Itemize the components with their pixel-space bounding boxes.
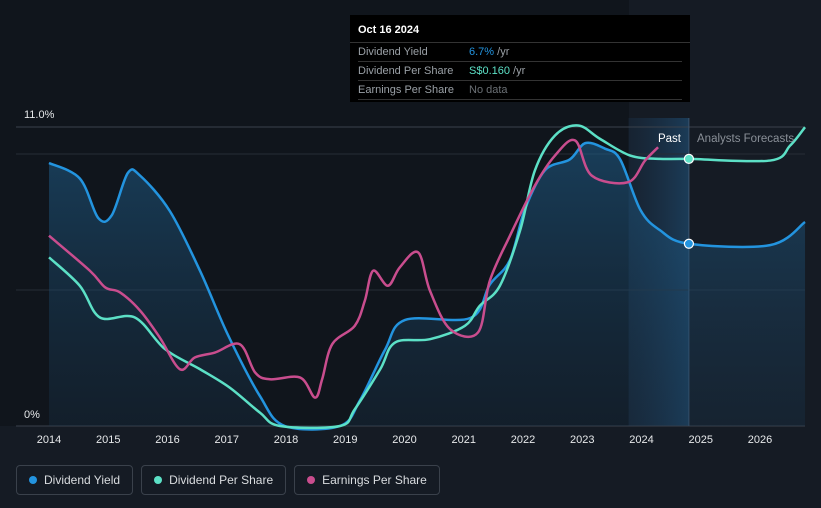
x-tick-label: 2017 xyxy=(215,434,239,446)
tooltip-row: Dividend Yield 6.7% /yr xyxy=(358,43,682,62)
tooltip: Oct 16 2024 Dividend Yield 6.7% /yr Divide… xyxy=(350,15,690,102)
x-tick-label: 2021 xyxy=(452,434,476,446)
x-tick-label: 2018 xyxy=(274,434,298,446)
tooltip-label: Earnings Per Share xyxy=(358,84,454,96)
legend-dot-icon xyxy=(154,476,163,484)
x-tick-label: 2014 xyxy=(37,434,61,446)
earnings-per-share-line xyxy=(48,138,659,399)
x-tick-label: 2023 xyxy=(570,434,594,446)
tooltip-unit: /yr xyxy=(509,65,526,77)
tooltip-value: 6.7% xyxy=(469,46,495,58)
tooltip-marker[interactable] xyxy=(683,153,695,164)
legend-dot-icon xyxy=(307,476,316,484)
tooltip-label: Dividend Yield xyxy=(358,46,428,58)
x-tick-label: 2024 xyxy=(629,434,653,446)
tooltip-date: Oct 16 2024 xyxy=(350,15,690,43)
legend-item-dividend-yield[interactable]: Dividend Yield xyxy=(16,465,134,495)
tooltip-row: Dividend Per Share S$0.160 /yr xyxy=(358,62,682,81)
y-label-top: 11.0% xyxy=(24,109,55,121)
legend-label: Dividend Yield xyxy=(44,473,121,487)
tooltip-label: Dividend Per Share xyxy=(358,65,454,77)
past-label: Past xyxy=(658,133,682,145)
legend-dot-icon xyxy=(29,476,37,484)
dividend-yield-line xyxy=(48,141,806,431)
legend-label: Earnings Per Share xyxy=(322,473,427,487)
forecast-label: Analysts Forecasts xyxy=(697,133,794,145)
x-tick-label: 2022 xyxy=(511,434,535,446)
legend-item-earnings-per-share[interactable]: Earnings Per Share xyxy=(294,465,440,495)
tooltip-row: Earnings Per Share No data xyxy=(358,81,682,100)
tooltip-value: No data xyxy=(469,84,508,96)
tooltip-value: S$0.160 xyxy=(469,65,510,77)
x-tick-label: 2016 xyxy=(155,434,179,446)
x-tick-label: 2015 xyxy=(96,434,120,446)
y-label-bottom: 0% xyxy=(24,409,40,421)
x-tick-label: 2026 xyxy=(748,434,772,446)
legend: Dividend Yield Dividend Per Share Earnings… xyxy=(16,465,440,495)
legend-item-dividend-per-share[interactable]: Dividend Per Share xyxy=(141,465,287,495)
x-tick-label: 2025 xyxy=(689,434,713,446)
x-tick-label: 2020 xyxy=(392,434,416,446)
tooltip-marker[interactable] xyxy=(683,238,695,249)
legend-label: Dividend Per Share xyxy=(169,473,274,487)
x-tick-label: 2019 xyxy=(333,434,357,446)
tooltip-unit: /yr xyxy=(494,46,510,58)
